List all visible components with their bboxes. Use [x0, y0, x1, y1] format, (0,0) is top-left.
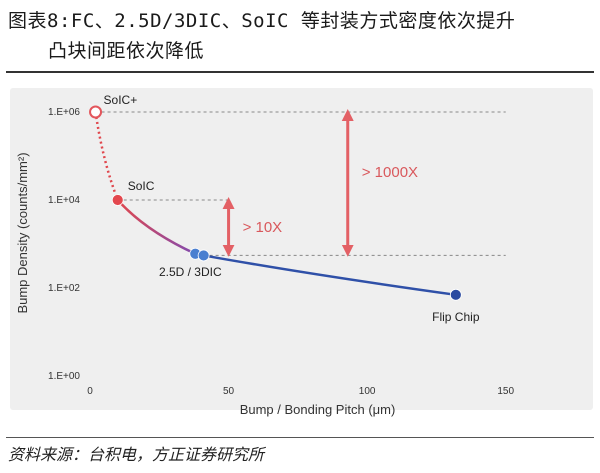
y-tick-label: 1.E+06	[48, 107, 80, 118]
data-point-1	[111, 194, 124, 206]
figure-caption: 图表8:FC、2.5D/3DIC、SoIC 等封装方式密度依次提升 凸块间距依次…	[8, 6, 593, 66]
x-tick-label: 150	[497, 386, 514, 397]
point-label: 2.5D / 3DIC	[159, 265, 222, 279]
y-tick-label: 1.E+04	[48, 195, 80, 206]
ten-x-label: > 10X	[243, 219, 283, 236]
point-label: SoIC+	[104, 93, 138, 107]
data-point-0	[89, 105, 103, 119]
bump-density-chart: 1.E+00 1.E+02 1.E+04 1.E+06 0 50 100 150 Bump / …	[10, 88, 593, 417]
x-tick-label: 0	[87, 386, 93, 397]
data-point-3	[197, 249, 210, 262]
point-label: Flip Chip	[432, 310, 480, 324]
y-axis-label: Bump Density (counts/mm²)	[15, 152, 30, 313]
chart-panel	[10, 88, 593, 410]
x-tick-label: 100	[359, 386, 376, 397]
x-axis-label: Bump / Bonding Pitch (μm)	[240, 402, 396, 417]
source-divider	[6, 437, 594, 438]
density-curve-tail	[203, 254, 457, 297]
caption-line-2: 凸块间距依次降低	[48, 40, 205, 62]
point-label: SoIC	[128, 179, 155, 193]
caption-divider	[6, 71, 594, 73]
x-tick-label: 50	[223, 386, 235, 397]
data-point-4	[449, 288, 462, 301]
thousand-x-label: > 1000X	[362, 164, 418, 181]
y-tick-label: 1.E+02	[48, 283, 80, 294]
caption-line-1: 图表8:FC、2.5D/3DIC、SoIC 等封装方式密度依次提升	[8, 10, 516, 32]
y-tick-label: 1.E+00	[48, 371, 80, 382]
source-note: 资料来源：台积电，方正证券研究所	[8, 445, 265, 464]
